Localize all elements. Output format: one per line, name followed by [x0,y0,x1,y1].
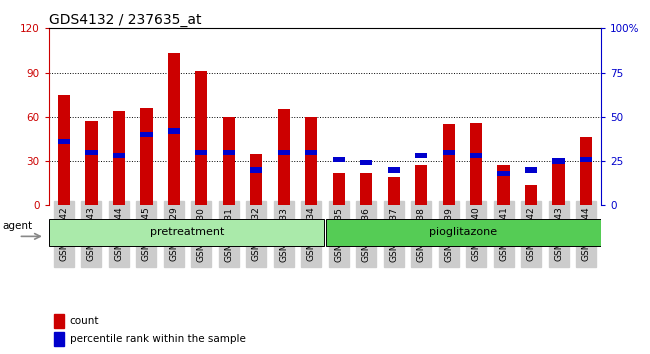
Bar [112,111,125,205]
Bar [415,153,428,158]
Bar [58,139,70,144]
Bar [333,157,345,162]
Bar [580,137,592,205]
Bar [222,150,235,155]
Bar [195,150,207,155]
Bar [333,173,345,205]
Text: agent: agent [3,221,32,231]
Bar [85,121,98,205]
Bar [497,171,510,176]
Bar [443,124,455,205]
Bar [112,153,125,158]
FancyBboxPatch shape [326,219,601,246]
Bar [552,159,565,164]
FancyBboxPatch shape [49,219,324,246]
Bar [552,160,565,205]
Bar [360,173,372,205]
Bar [250,154,263,205]
Bar [54,314,64,328]
Bar [278,109,290,205]
Bar [525,167,538,172]
Bar [497,166,510,205]
Text: percentile rank within the sample: percentile rank within the sample [70,335,246,344]
Bar [58,95,70,205]
Bar [443,150,455,155]
Bar [195,71,207,205]
Text: count: count [70,316,99,326]
Bar [470,123,482,205]
Text: pretreatment: pretreatment [150,227,224,237]
Bar [305,117,317,205]
Bar [525,185,538,205]
Text: GDS4132 / 237635_at: GDS4132 / 237635_at [49,13,202,27]
Bar [278,150,290,155]
Bar [415,166,428,205]
Bar [222,117,235,205]
Text: pioglitazone: pioglitazone [429,227,497,237]
Bar [140,132,153,137]
Bar [250,167,263,172]
Bar [580,157,592,162]
Bar [168,129,180,133]
Bar [85,150,98,155]
Bar [305,150,317,155]
Bar [168,53,180,205]
Bar [387,177,400,205]
Bar [387,167,400,172]
Bar [140,108,153,205]
Bar [470,153,482,158]
Bar [360,160,372,165]
Bar [54,332,64,346]
